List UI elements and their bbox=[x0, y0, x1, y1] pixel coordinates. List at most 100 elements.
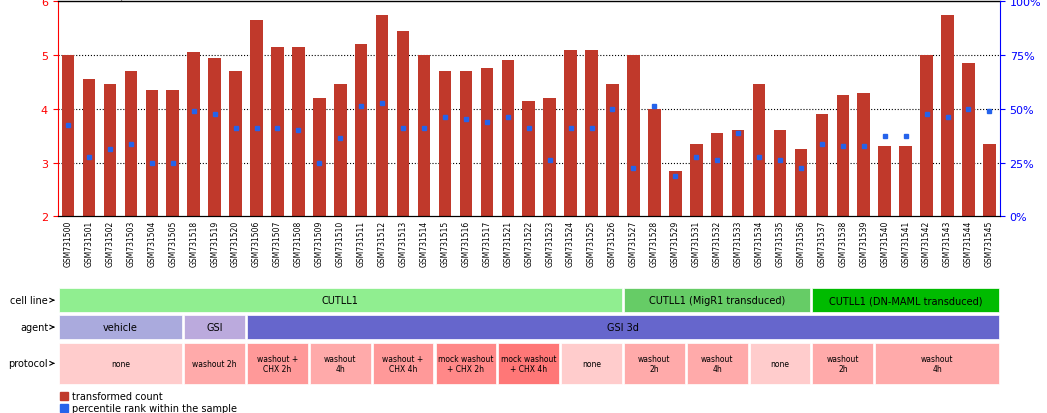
Text: GSM731508: GSM731508 bbox=[294, 221, 303, 266]
Text: GSM731514: GSM731514 bbox=[420, 221, 428, 266]
Text: GSM731524: GSM731524 bbox=[566, 221, 575, 266]
Bar bbox=[690, 144, 703, 217]
Bar bbox=[83, 80, 95, 217]
Text: GSM731518: GSM731518 bbox=[190, 221, 198, 266]
FancyBboxPatch shape bbox=[247, 315, 999, 339]
Text: agent: agent bbox=[20, 322, 54, 332]
FancyBboxPatch shape bbox=[310, 343, 371, 384]
FancyBboxPatch shape bbox=[624, 343, 685, 384]
Text: GSM731531: GSM731531 bbox=[692, 221, 700, 266]
Text: GSM731528: GSM731528 bbox=[650, 221, 659, 266]
Text: washout
4h: washout 4h bbox=[700, 354, 734, 373]
Text: GSM731538: GSM731538 bbox=[839, 221, 847, 266]
Text: washout
4h: washout 4h bbox=[324, 354, 357, 373]
Text: GSM731537: GSM731537 bbox=[818, 221, 826, 267]
Text: GSM731540: GSM731540 bbox=[881, 221, 889, 267]
Text: GSM731502: GSM731502 bbox=[106, 221, 114, 266]
Bar bbox=[816, 115, 828, 217]
Text: vehicle: vehicle bbox=[103, 322, 138, 332]
FancyBboxPatch shape bbox=[875, 343, 999, 384]
Text: GSM731533: GSM731533 bbox=[734, 221, 742, 267]
Bar bbox=[187, 53, 200, 217]
Text: GSM731521: GSM731521 bbox=[504, 221, 512, 266]
Text: washout
2h: washout 2h bbox=[638, 354, 671, 373]
Text: GSM731525: GSM731525 bbox=[587, 221, 596, 266]
Bar bbox=[355, 45, 367, 217]
Bar bbox=[397, 31, 409, 217]
FancyBboxPatch shape bbox=[624, 288, 810, 313]
Text: CUTLL1: CUTLL1 bbox=[321, 295, 359, 306]
FancyBboxPatch shape bbox=[59, 288, 622, 313]
FancyBboxPatch shape bbox=[561, 343, 622, 384]
Text: GDS4289 / 240600_at: GDS4289 / 240600_at bbox=[58, 0, 196, 1]
Bar bbox=[564, 50, 577, 217]
Bar bbox=[166, 91, 179, 217]
Text: GSM731506: GSM731506 bbox=[252, 221, 261, 267]
Bar bbox=[481, 69, 493, 217]
Text: GSM731510: GSM731510 bbox=[336, 221, 344, 266]
FancyBboxPatch shape bbox=[436, 343, 496, 384]
FancyBboxPatch shape bbox=[184, 315, 245, 339]
Bar bbox=[795, 150, 807, 217]
Bar bbox=[627, 56, 640, 217]
Bar bbox=[104, 85, 116, 217]
Text: GSM731504: GSM731504 bbox=[148, 221, 156, 267]
Text: GSM731529: GSM731529 bbox=[671, 221, 680, 266]
Text: washout 2h: washout 2h bbox=[193, 359, 237, 368]
Bar bbox=[962, 64, 975, 217]
Bar bbox=[920, 56, 933, 217]
Bar bbox=[857, 93, 870, 217]
FancyBboxPatch shape bbox=[812, 343, 873, 384]
Bar bbox=[292, 47, 305, 217]
FancyBboxPatch shape bbox=[812, 288, 999, 313]
Text: GSM731527: GSM731527 bbox=[629, 221, 638, 266]
Text: none: none bbox=[771, 359, 789, 368]
Text: GSM731517: GSM731517 bbox=[483, 221, 491, 266]
Text: GSM731520: GSM731520 bbox=[231, 221, 240, 266]
Text: GSM731532: GSM731532 bbox=[713, 221, 721, 266]
Text: CUTLL1 (DN-MAML transduced): CUTLL1 (DN-MAML transduced) bbox=[829, 295, 982, 306]
Bar bbox=[753, 85, 765, 217]
Text: GSM731544: GSM731544 bbox=[964, 221, 973, 267]
Bar bbox=[522, 101, 535, 217]
Text: GSM731541: GSM731541 bbox=[901, 221, 910, 266]
FancyBboxPatch shape bbox=[498, 343, 559, 384]
Bar bbox=[774, 131, 786, 217]
Bar bbox=[711, 134, 723, 217]
FancyBboxPatch shape bbox=[247, 343, 308, 384]
Text: GSM731526: GSM731526 bbox=[608, 221, 617, 266]
Text: none: none bbox=[111, 359, 130, 368]
Bar bbox=[941, 15, 954, 217]
Bar bbox=[376, 15, 388, 217]
Text: washout
2h: washout 2h bbox=[826, 354, 860, 373]
FancyBboxPatch shape bbox=[373, 343, 433, 384]
Bar bbox=[334, 85, 347, 217]
FancyBboxPatch shape bbox=[59, 343, 182, 384]
Text: GSM731512: GSM731512 bbox=[378, 221, 386, 266]
Text: cell line: cell line bbox=[10, 295, 54, 306]
Text: GSM731523: GSM731523 bbox=[545, 221, 554, 266]
Text: GSM731509: GSM731509 bbox=[315, 221, 324, 267]
Bar bbox=[585, 50, 598, 217]
Text: GSM731519: GSM731519 bbox=[210, 221, 219, 266]
Text: GSI 3d: GSI 3d bbox=[607, 322, 639, 332]
Bar bbox=[208, 58, 221, 217]
Bar bbox=[648, 109, 661, 217]
Text: GSM731513: GSM731513 bbox=[399, 221, 407, 266]
Text: GSM731501: GSM731501 bbox=[85, 221, 93, 266]
Text: washout +
CHX 4h: washout + CHX 4h bbox=[382, 354, 424, 373]
Text: GSM731516: GSM731516 bbox=[462, 221, 470, 266]
Text: GSM731545: GSM731545 bbox=[985, 221, 994, 267]
Text: transformed count: transformed count bbox=[72, 391, 163, 401]
Text: protocol: protocol bbox=[8, 358, 54, 368]
Bar bbox=[229, 72, 242, 217]
Text: CUTLL1 (MigR1 transduced): CUTLL1 (MigR1 transduced) bbox=[649, 295, 785, 306]
Text: GSM731515: GSM731515 bbox=[441, 221, 449, 266]
Text: washout
4h: washout 4h bbox=[920, 354, 954, 373]
Text: GSM731505: GSM731505 bbox=[169, 221, 177, 267]
Text: GSM731500: GSM731500 bbox=[64, 221, 72, 267]
Bar bbox=[439, 72, 451, 217]
Bar bbox=[606, 85, 619, 217]
Bar bbox=[899, 147, 912, 217]
Text: GSM731543: GSM731543 bbox=[943, 221, 952, 267]
